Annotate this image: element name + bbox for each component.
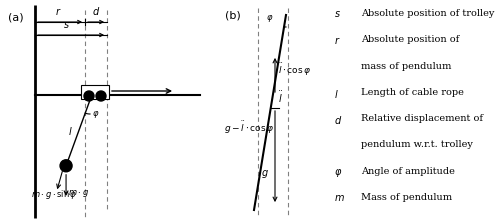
Text: $s$: $s$ xyxy=(334,9,341,19)
Text: (a): (a) xyxy=(8,12,24,22)
Text: $r$: $r$ xyxy=(334,35,340,46)
Text: $m \cdot g$: $m \cdot g$ xyxy=(68,188,89,199)
Text: $m$: $m$ xyxy=(334,193,345,203)
Text: Absolute position of: Absolute position of xyxy=(361,35,459,44)
Text: Length of cable rope: Length of cable rope xyxy=(361,88,464,97)
Circle shape xyxy=(60,160,72,172)
Text: mass of pendulum: mass of pendulum xyxy=(361,62,452,70)
Text: pendulum w.r.t. trolley: pendulum w.r.t. trolley xyxy=(361,140,473,149)
Text: $l$: $l$ xyxy=(334,88,339,100)
Text: (b): (b) xyxy=(225,10,241,20)
Text: $\ddot{l} \cdot \cos\varphi$: $\ddot{l} \cdot \cos\varphi$ xyxy=(278,62,312,78)
Text: Angle of amplitude: Angle of amplitude xyxy=(361,167,455,176)
Text: $g - \ddot{l} \cdot \cos\varphi$: $g - \ddot{l} \cdot \cos\varphi$ xyxy=(224,120,274,136)
Text: $g$: $g$ xyxy=(261,168,269,180)
Text: $\varphi$: $\varphi$ xyxy=(92,109,100,120)
Text: Absolute position of trolley: Absolute position of trolley xyxy=(361,9,494,18)
Text: $d$: $d$ xyxy=(334,114,342,126)
Text: Relative displacement of: Relative displacement of xyxy=(361,114,483,123)
Text: $r$: $r$ xyxy=(54,6,62,17)
Text: $\varphi$: $\varphi$ xyxy=(334,167,342,179)
Text: $l$: $l$ xyxy=(68,125,72,137)
Bar xyxy=(81,85,109,99)
Text: Mass of pendulum: Mass of pendulum xyxy=(361,193,452,202)
Text: $\ddot{l}$: $\ddot{l}$ xyxy=(278,90,283,105)
Text: $m \cdot g \cdot \sin\varphi$: $m \cdot g \cdot \sin\varphi$ xyxy=(32,188,78,201)
Text: $s$: $s$ xyxy=(62,20,70,30)
Text: $\varphi$: $\varphi$ xyxy=(266,13,274,24)
Circle shape xyxy=(84,91,94,101)
Text: $d$: $d$ xyxy=(92,5,100,17)
Circle shape xyxy=(96,91,106,101)
